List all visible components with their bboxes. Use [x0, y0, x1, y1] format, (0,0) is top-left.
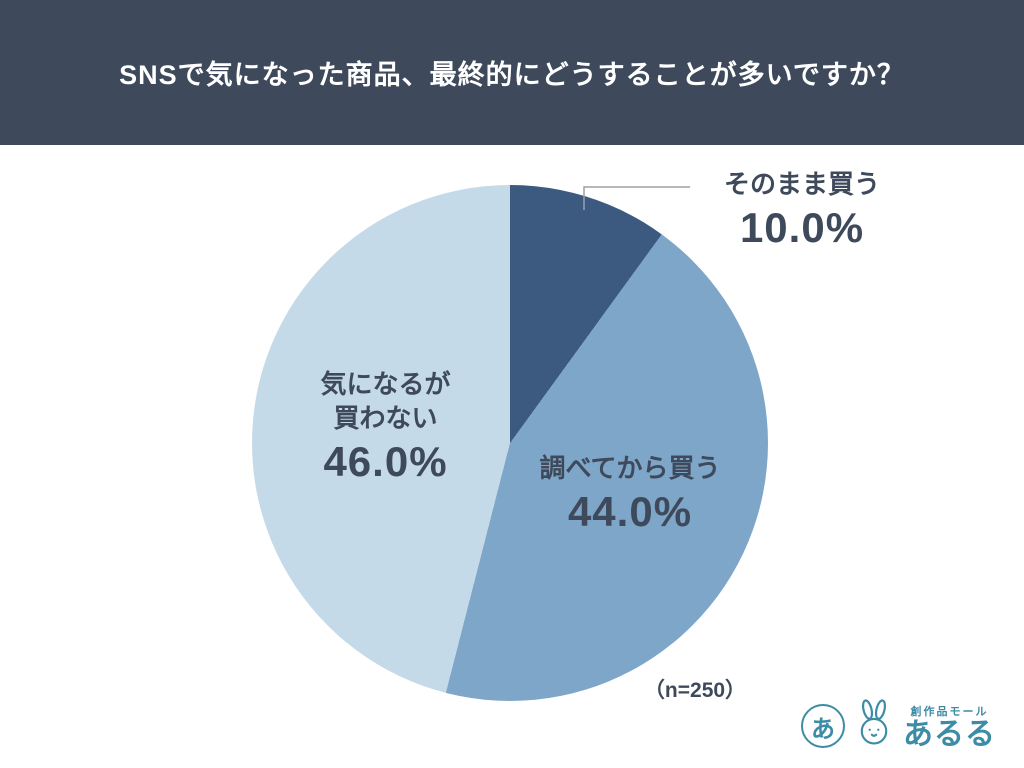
slice-label-name: 調べてから買う — [539, 453, 721, 483]
slice-label-name: 気になるが — [320, 369, 451, 399]
slice-label-kawanai: 気になるが 買わない 46.0% — [268, 368, 503, 488]
rabbit-mascot-icon — [860, 699, 888, 745]
logo-subtitle: 創作品モール — [910, 706, 989, 718]
title-banner: SNSで気になった商品、最終的にどうすることが多いですか？ — [0, 0, 1024, 145]
sample-size-note: （n=250） — [643, 679, 747, 702]
logo-text: 創作品モール あるる — [903, 703, 996, 750]
slice-label-sonomama: そのまま買う 10.0% — [672, 168, 932, 254]
slice-label-name: そのまま買う — [723, 169, 880, 199]
logo-emblem-icon: あ — [801, 704, 845, 748]
pie-chart — [252, 185, 768, 701]
slice-label-percent: 46.0% — [323, 437, 448, 485]
slice-label-shirabete: 調べてから買う 44.0% — [500, 452, 760, 538]
slice-label-percent: 44.0% — [567, 487, 693, 535]
slice-label-percent: 10.0% — [739, 203, 865, 251]
logo-title: あるる — [903, 718, 996, 751]
slice-label-name: 買わない — [333, 402, 438, 433]
site-logo: あ 創作品モール あるる — [801, 698, 996, 750]
page-title: SNSで気になった商品、最終的にどうすることが多いですか？ — [119, 60, 905, 90]
